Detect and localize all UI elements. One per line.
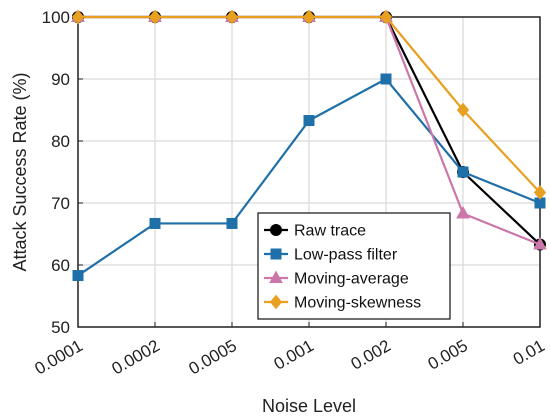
data-point xyxy=(456,205,470,219)
data-point xyxy=(456,102,470,118)
data-point xyxy=(149,217,161,229)
y-tick-label: 100 xyxy=(42,8,70,27)
data-point xyxy=(148,9,162,25)
data-point xyxy=(71,9,85,25)
x-tick-label: 0.001 xyxy=(271,336,317,374)
x-axis-ticks: 0.0001 0.0002 0.0005 0.001 0.002 0.005 0.01 xyxy=(31,322,548,378)
legend-entry: Raw trace xyxy=(294,223,366,240)
y-axis-ticks: 50 60 70 80 90 100 xyxy=(42,8,83,337)
y-tick-label: 80 xyxy=(51,132,70,151)
data-point xyxy=(226,217,238,229)
legend-marker xyxy=(270,248,282,260)
series-low-pass-filter xyxy=(72,73,546,282)
y-axis-label: Attack Success Rate (%) xyxy=(10,72,30,271)
legend-entry: Moving-skewness xyxy=(294,295,421,312)
y-tick-label: 70 xyxy=(51,194,70,213)
legend-entry: Moving-average xyxy=(294,271,409,288)
y-tick-label: 90 xyxy=(51,70,70,89)
data-point xyxy=(379,9,393,25)
x-axis-label: Noise Level xyxy=(262,396,356,416)
legend: Raw trace Low-pass filter Moving-average Mo… xyxy=(257,212,451,320)
x-tick-label: 0.0005 xyxy=(185,336,240,378)
data-point xyxy=(533,236,547,250)
x-tick-label: 0.0002 xyxy=(108,336,163,378)
series-moving-skewness xyxy=(71,9,547,200)
legend-marker xyxy=(270,224,282,236)
data-point xyxy=(533,185,547,200)
data-point xyxy=(302,9,316,25)
data-point xyxy=(380,73,392,85)
legend-entry: Low-pass filter xyxy=(294,247,398,264)
x-tick-label: 0.01 xyxy=(510,336,548,369)
x-tick-label: 0.0001 xyxy=(31,336,86,378)
series-lines xyxy=(71,9,547,282)
y-tick-label: 60 xyxy=(51,256,70,275)
x-tick-label: 0.005 xyxy=(425,336,471,374)
data-point xyxy=(457,166,469,178)
data-point xyxy=(225,9,239,25)
data-point xyxy=(72,270,84,282)
legend-marker xyxy=(269,294,283,310)
data-point xyxy=(303,115,315,127)
legend-box xyxy=(257,212,451,320)
legend-marker xyxy=(269,270,283,283)
x-tick-label: 0.002 xyxy=(348,336,394,374)
y-tick-label: 50 xyxy=(51,318,70,337)
